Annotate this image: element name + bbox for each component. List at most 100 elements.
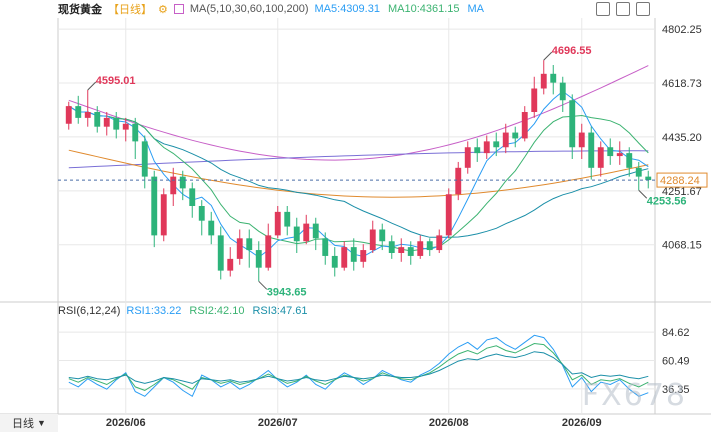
candle-body <box>113 117 120 130</box>
candle-body <box>474 147 481 154</box>
ma-value-0: MA5:4309.31 <box>314 3 380 15</box>
ma-line-violet <box>68 150 649 169</box>
candle-body <box>626 153 633 168</box>
candle-body <box>84 112 91 118</box>
candle-body <box>521 112 528 139</box>
candle-body <box>284 211 291 227</box>
candle-body <box>483 141 490 154</box>
annotation-leader <box>543 51 553 61</box>
annotation-leader <box>638 189 648 199</box>
candle-body <box>122 123 129 130</box>
candle-body <box>455 167 462 195</box>
price-tick-label: 4618.73 <box>662 78 702 90</box>
candle-body <box>75 106 82 118</box>
rsi-line-rsi1 <box>68 334 649 398</box>
rsi-line-rsi2 <box>68 342 649 391</box>
ma-indicator-label[interactable]: MA(5,10,30,60,100,200) <box>189 3 309 15</box>
candle-body <box>360 250 367 262</box>
candle-body <box>588 132 595 168</box>
candle-body <box>160 194 167 236</box>
candle-body <box>597 147 604 168</box>
annotation-high: 4696.55 <box>552 45 592 57</box>
rsi-tick-label: 36.35 <box>662 384 690 396</box>
candle-body <box>569 100 576 148</box>
price-tick-label: 4068.15 <box>662 240 702 252</box>
candle-body <box>255 250 262 268</box>
annotation-leader <box>258 280 268 290</box>
rsi-values: RSI1:33.22 RSI2:42.10 RSI3:47.61 <box>126 305 315 317</box>
rsi-value-0: RSI1:33.22 <box>126 305 182 317</box>
period-tab-daily[interactable]: 日线 ▼ <box>0 414 58 432</box>
ma5-line <box>68 90 649 258</box>
candle-body <box>246 238 253 251</box>
candle-body <box>179 176 186 189</box>
candle-body <box>322 238 329 256</box>
period-selector[interactable]: 【日线】 <box>108 4 152 16</box>
ma-line-purple <box>68 65 649 161</box>
candle-body <box>141 141 148 177</box>
candle-body <box>265 235 272 268</box>
candle-body <box>531 88 538 112</box>
candle-body <box>426 241 433 251</box>
rsi-indicator-label[interactable]: RSI(6,12,24) <box>58 305 121 317</box>
candle-body <box>407 247 414 256</box>
date-tick-label: 2026/06 <box>106 417 146 429</box>
ma-values: MA5:4309.31 MA10:4361.15 MA <box>315 3 493 15</box>
chart-header: 现货黄金 【日线】 ⚙ MA(5,10,30,60,100,200) MA5:4… <box>0 0 711 18</box>
candle-body <box>578 132 585 148</box>
ma30-line <box>68 105 649 238</box>
instrument-title[interactable]: 现货黄金 <box>58 4 102 16</box>
watermark: FX678 <box>581 378 687 413</box>
candle-body <box>540 73 547 89</box>
candle-body <box>493 141 500 148</box>
candle-body <box>132 123 139 142</box>
ma10-line <box>68 105 649 252</box>
rsi-line-rsi3 <box>68 351 649 384</box>
fullscreen-icon[interactable] <box>596 2 610 16</box>
annotation-low: 4253.56 <box>647 195 687 207</box>
candle-body <box>217 235 224 271</box>
rsi-value-1: RSI2:42.10 <box>189 305 245 317</box>
layout-icon[interactable] <box>636 2 650 16</box>
settings-icon[interactable] <box>616 2 630 16</box>
chevron-down-icon: ▼ <box>37 418 46 428</box>
rsi-value-2: RSI3:47.61 <box>252 305 308 317</box>
candle-body <box>379 229 386 242</box>
candle-body <box>236 238 243 259</box>
price-tick-label: 4435.20 <box>662 132 702 144</box>
candle-body <box>398 247 405 253</box>
current-price-box <box>656 172 708 188</box>
candle-body <box>464 147 471 168</box>
candle-body <box>502 132 509 148</box>
candle-body <box>645 176 652 181</box>
annotation-low: 3943.65 <box>267 286 307 298</box>
candle-body <box>227 258 234 271</box>
candle-body <box>331 255 338 268</box>
candle-body <box>341 247 348 268</box>
candle-body <box>417 241 424 256</box>
candle-body <box>616 153 623 157</box>
candle-body <box>607 147 614 157</box>
gear-icon[interactable]: ⚙ <box>158 3 168 16</box>
candle-body <box>103 117 110 127</box>
price-tick-label: 4802.25 <box>662 24 702 36</box>
candle-body <box>274 211 281 236</box>
candle-body <box>94 112 101 127</box>
annotation-leader <box>87 81 97 91</box>
period-tab-label: 日线 <box>12 418 35 430</box>
ma-value-2: MA <box>467 3 485 15</box>
candle-body <box>436 235 443 251</box>
candle-body <box>445 194 452 236</box>
candle-body <box>293 226 300 242</box>
candle-body <box>550 73 557 83</box>
candle-body <box>65 106 72 124</box>
annotation-high: 4595.01 <box>96 75 136 87</box>
candle-body <box>388 241 395 253</box>
rsi-header: RSI(6,12,24) RSI1:33.22 RSI2:42.10 RSI3:47… <box>0 303 316 319</box>
date-tick-label: 2026/09 <box>562 417 602 429</box>
candle-body <box>512 132 519 139</box>
ma-line-orange <box>68 149 649 198</box>
date-tick-label: 2026/08 <box>429 417 469 429</box>
candle-body <box>189 188 196 206</box>
